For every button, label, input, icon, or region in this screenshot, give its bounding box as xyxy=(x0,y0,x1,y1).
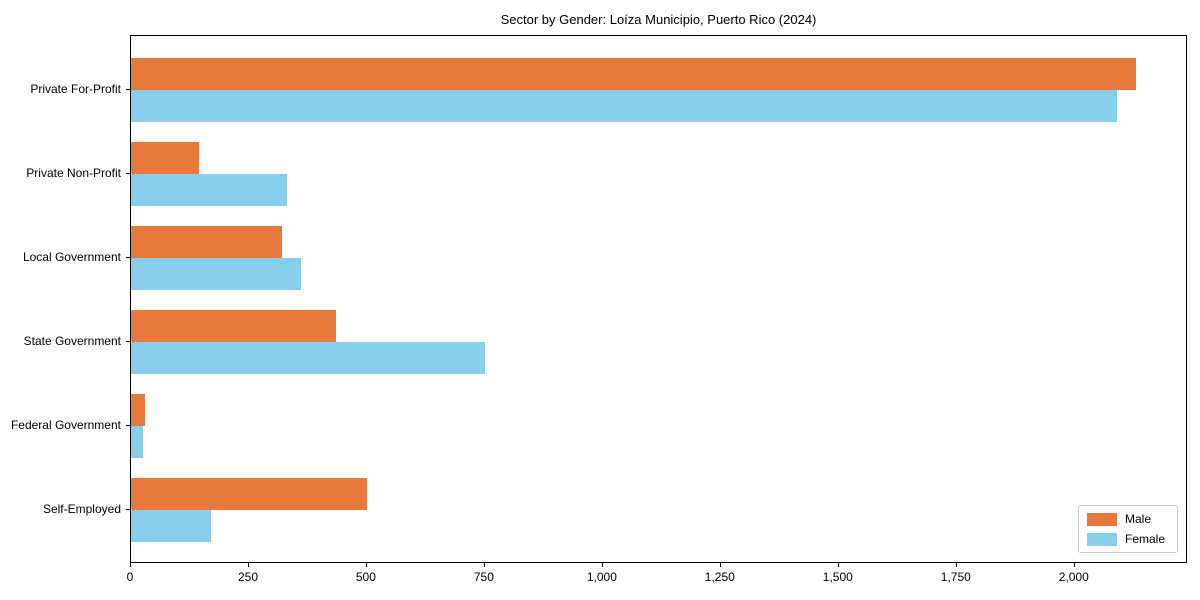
x-tick-mark-7 xyxy=(955,563,957,567)
y-tick-label-5: Self-Employed xyxy=(42,502,121,516)
y-tick-mark-5 xyxy=(126,509,130,510)
x-tick-label-0: 0 xyxy=(126,570,134,584)
x-tick-label-5: 1,250 xyxy=(704,570,735,584)
x-tick-mark-6 xyxy=(837,563,839,567)
y-tick-label-2: Local Government xyxy=(22,250,121,264)
y-tick-mark-1 xyxy=(126,173,130,174)
y-tick-label-0: Private For-Profit xyxy=(30,82,121,96)
x-tick-label-4: 1,000 xyxy=(586,570,617,584)
x-tick-mark-5 xyxy=(719,563,721,567)
legend-item-male: Male xyxy=(1086,512,1165,526)
x-tick-label-1: 250 xyxy=(237,570,259,584)
y-tick-label-1: Private Non-Profit xyxy=(26,166,121,180)
bar-male-4 xyxy=(131,394,146,426)
y-tick-mark-2 xyxy=(126,257,130,258)
x-tick-label-2: 500 xyxy=(355,570,376,584)
bar-female-0 xyxy=(131,90,1118,122)
x-tick-label-7: 1,750 xyxy=(940,570,971,584)
bar-female-3 xyxy=(131,342,485,374)
bar-male-2 xyxy=(131,226,282,258)
legend: Male Female xyxy=(1077,505,1178,553)
x-tick-mark-3 xyxy=(483,563,485,567)
y-tick-mark-3 xyxy=(126,341,130,342)
x-tick-label-8: 2,000 xyxy=(1058,570,1089,584)
y-tick-mark-0 xyxy=(126,89,130,90)
legend-swatch-male-icon xyxy=(1086,512,1117,526)
bar-male-0 xyxy=(131,58,1137,90)
y-tick-mark-4 xyxy=(126,425,130,426)
x-tick-mark-0 xyxy=(130,563,131,567)
bar-female-5 xyxy=(131,510,212,542)
bar-male-1 xyxy=(131,142,200,174)
bar-male-3 xyxy=(131,310,337,342)
chart-title: Sector by Gender: Loíza Municipio, Puert… xyxy=(500,12,817,27)
x-tick-mark-4 xyxy=(601,563,603,567)
bar-female-1 xyxy=(131,174,287,206)
x-tick-label-3: 750 xyxy=(473,570,494,584)
plot-area: Male Female xyxy=(130,35,1187,563)
y-tick-label-4: Federal Government xyxy=(10,418,121,432)
legend-label-male: Male xyxy=(1124,512,1151,526)
x-tick-mark-1 xyxy=(248,563,249,567)
x-tick-mark-2 xyxy=(365,563,367,567)
legend-item-female: Female xyxy=(1086,532,1165,546)
bar-male-5 xyxy=(131,478,367,510)
bar-female-4 xyxy=(131,426,143,458)
x-tick-mark-8 xyxy=(1073,563,1075,567)
y-tick-label-3: State Government xyxy=(23,334,121,348)
x-tick-label-6: 1,500 xyxy=(822,570,853,584)
bar-female-2 xyxy=(131,258,301,290)
legend-swatch-female-icon xyxy=(1086,532,1117,546)
legend-label-female: Female xyxy=(1124,532,1165,546)
